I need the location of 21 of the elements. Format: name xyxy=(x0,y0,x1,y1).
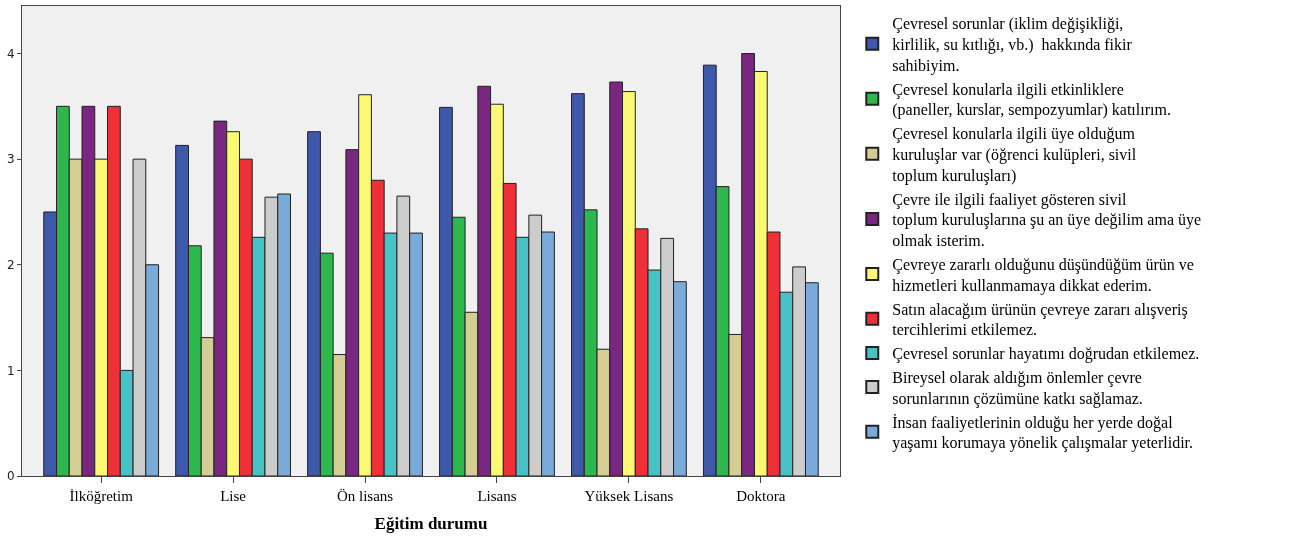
x-tick-label: Lise xyxy=(220,488,247,504)
y-tick-label: 1 xyxy=(6,363,15,378)
legend-label: İnsan faaliyetlerinin olduğu her yerde doğal yaşamı korumaya yönelik çalışmalar yeterlidir. xyxy=(892,413,1194,453)
y-tick-label: 0 xyxy=(6,469,15,484)
legend-label: Çevresel sorunlar (iklim değişikliği, kirlilik, su kıtlığı, vb.) hakkında fikir sahibiyim. xyxy=(892,15,1133,75)
legend-label: Bireysel olarak aldığım önlemler çevre sorunlarının çözümüne katkı sağlamaz. xyxy=(892,368,1143,408)
x-tick-label: Yüksek Lisans xyxy=(584,488,674,504)
y-tick-label: 2 xyxy=(6,257,15,272)
legend-label: Çevre ile ilgili faaliyet gösteren sivil toplum kuruluşlarına şu an üye değilim ama üye olmak isterim. xyxy=(892,190,1202,250)
x-tick-label: Ön lisans xyxy=(336,488,394,504)
legend-label: Satın alacağım ürünün çevreye zararı alışveriş tercihlerimi etkilemez. xyxy=(892,300,1188,339)
legend-label: Çevreye zararlı olduğunu düşündüğüm ürün ve hizmetleri kullanmamaya dikkat ederim. xyxy=(892,255,1194,295)
y-tick-label: 4 xyxy=(6,46,15,61)
x-axis-title: Eğitim durumu xyxy=(374,514,488,534)
legend-label: Çevresel konularla ilgili etkinliklere (paneller, kurslar, sempozyumlar) katılırım. xyxy=(892,80,1171,120)
x-tick-label: İlköğretim xyxy=(69,488,134,504)
y-tick-label: 3 xyxy=(6,152,15,167)
x-tick-label: Doktora xyxy=(736,488,786,504)
x-tick-label: Lisans xyxy=(477,488,517,504)
legend-label: Çevresel sorunlar hayatımı doğrudan etkilemez. xyxy=(892,345,1200,364)
legend-label: Çevresel konularla ilgili üye olduğum kuruluşlar var (öğrenci kulüpleri, sivil toplum kuruluşları) xyxy=(892,125,1137,185)
